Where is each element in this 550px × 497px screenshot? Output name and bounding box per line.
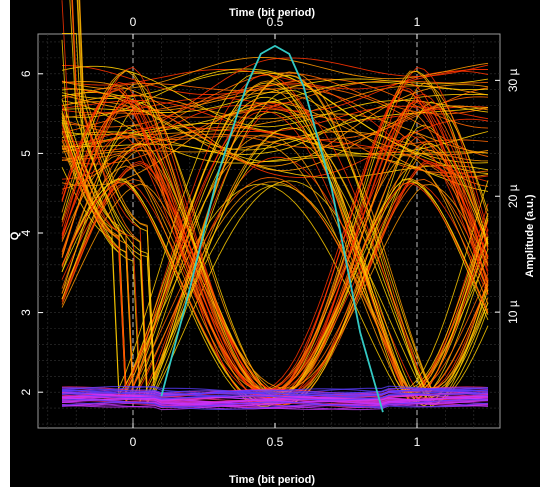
eye-trace-transition [61, 154, 489, 391]
eye-trace-one [61, 87, 489, 141]
tick-label-bottom: 1 [414, 435, 421, 449]
tick-label-top: 0.5 [267, 15, 284, 29]
eye-trace-one [61, 57, 489, 143]
eye-trace-one [61, 68, 489, 90]
eye-traces [61, 0, 489, 411]
eye-trace-zero [61, 385, 489, 395]
eye-trace-zero [61, 389, 489, 398]
tick-label-right: 10 µ [506, 300, 520, 324]
tick-label-left: 4 [19, 229, 33, 236]
eye-trace-transition [78, 0, 489, 391]
eye-trace-transition [77, 0, 489, 389]
eye-trace-transition [61, 86, 489, 391]
tick-label-left: 3 [19, 309, 33, 316]
eye-trace-one [61, 78, 489, 113]
tick-label-top: 1 [414, 15, 421, 29]
eye-trace-zero [61, 387, 489, 397]
tick-marks [38, 34, 500, 428]
eye-trace-one [61, 108, 489, 174]
plot-area [37, 33, 501, 429]
eye-trace-transition [61, 72, 489, 392]
tick-label-right: 20 µ [506, 184, 520, 208]
eye-trace-transition [71, 0, 489, 391]
eye-trace-one [61, 81, 489, 150]
eye-trace-transition [61, 96, 489, 390]
eye-trace-transition [76, 0, 489, 402]
tick-label-left: 5 [19, 150, 33, 157]
tick-label-bottom: 0 [130, 435, 137, 449]
y-axis-title-left: Q [9, 231, 21, 240]
series-layer [160, 44, 384, 413]
eye-trace-transition [69, 0, 489, 398]
eye-trace-transition [79, 0, 489, 389]
x-axis-title-top: Time (bit period) [229, 7, 315, 19]
tick-label-bottom: 0.5 [267, 435, 284, 449]
tick-label-left: 6 [19, 70, 33, 77]
eye-trace-one [61, 87, 489, 178]
tick-label-top: 0 [130, 15, 137, 29]
x-axis-title-bottom: Time (bit period) [229, 474, 315, 486]
eye-trace-zero [61, 399, 489, 408]
tick-label-left: 2 [19, 389, 33, 396]
tick-labels: 0 0.5 1 0 0.5 1 2 3 4 5 6 10 µ 20 µ 30 µ [19, 15, 520, 449]
eye-trace-one [61, 81, 489, 172]
eye-trace-zero [61, 388, 489, 397]
tick-label-right: 30 µ [506, 68, 520, 92]
y-axis-title-right: Amplitude (a.u.) [524, 194, 536, 277]
eye-trace-transition [61, 81, 489, 392]
eye-trace-zero [61, 392, 489, 401]
eye-trace-one [61, 84, 489, 167]
eye-trace-one [61, 70, 489, 180]
eye-trace-one [61, 100, 489, 164]
series-line-amplitude [160, 44, 384, 413]
